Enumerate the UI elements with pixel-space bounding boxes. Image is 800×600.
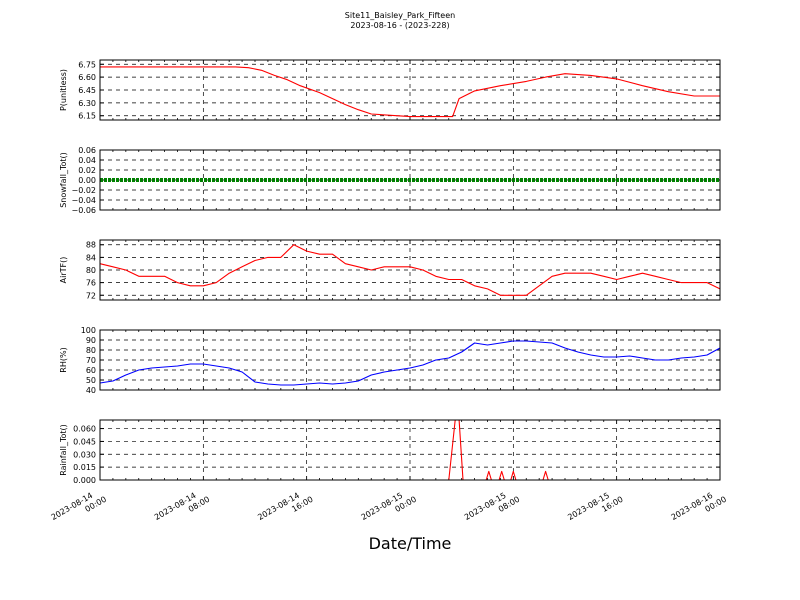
y-axis-label: P(unitless) <box>59 69 68 111</box>
x-tick-label: 2023-08-1516:00 <box>566 486 624 531</box>
y-tick-label: −0.06 <box>71 206 96 215</box>
plot-frame <box>99 59 721 121</box>
y-tick-label: 80 <box>86 266 96 275</box>
y-tick-label: 100 <box>81 326 96 335</box>
y-tick-label: 70 <box>86 356 96 365</box>
plot-frame <box>99 329 721 391</box>
y-tick-label: 0.045 <box>73 437 96 446</box>
plot-frame <box>99 239 721 301</box>
y-tick-label: 0.06 <box>78 146 96 155</box>
x-tick-label: 2023-08-1416:00 <box>256 486 314 531</box>
y-tick-label: 0.04 <box>78 156 96 165</box>
y-tick-label: 6.45 <box>78 86 96 95</box>
y-tick-label: −0.04 <box>71 196 96 205</box>
y-tick-label: 6.30 <box>78 99 96 108</box>
series-line-3 <box>99 340 721 386</box>
y-tick-label: 0.02 <box>78 166 96 175</box>
y-tick-label: 40 <box>86 386 96 395</box>
x-tick-label: 2023-08-1500:00 <box>360 486 418 531</box>
series-line-0 <box>100 66 720 118</box>
y-tick-label: 88 <box>86 241 96 250</box>
plot-frame <box>99 149 721 211</box>
y-tick-label: 50 <box>86 376 96 385</box>
chart-subtitle: 2023-08-16 - (2023-228) <box>350 21 450 30</box>
y-axis-label: Rainfall_Tot() <box>59 424 68 476</box>
x-tick-label: 2023-08-1400:00 <box>50 486 108 531</box>
y-tick-label: 0.015 <box>73 463 96 472</box>
y-tick-label: 0.030 <box>73 450 96 459</box>
y-tick-label: 90 <box>86 336 96 345</box>
x-tick-label: 2023-08-1600:00 <box>670 486 728 531</box>
series-line-2 <box>99 244 721 296</box>
x-axis-label: Date/Time <box>368 534 452 553</box>
y-tick-label: 0.060 <box>73 425 96 434</box>
y-tick-label: −0.02 <box>71 186 96 195</box>
y-axis-label: RH(%) <box>59 347 68 372</box>
y-tick-label: 0.00 <box>78 176 96 185</box>
chart-title: Site11_Baisley_Park_Fifteen <box>344 11 456 20</box>
y-tick-label: 6.60 <box>78 73 96 82</box>
y-tick-label: 76 <box>86 279 96 288</box>
y-tick-label: 6.15 <box>78 112 96 121</box>
y-tick-label: 0.000 <box>73 476 96 485</box>
y-axis-label: AirTF() <box>59 257 68 284</box>
y-tick-label: 72 <box>86 291 96 300</box>
y-tick-label: 80 <box>86 346 96 355</box>
x-tick-label: 2023-08-1408:00 <box>153 486 211 531</box>
y-tick-label: 84 <box>86 253 96 262</box>
y-axis-label: Snowfall_Tot() <box>59 152 68 208</box>
plot-frame <box>99 419 721 481</box>
x-tick-label: 2023-08-1508:00 <box>463 486 521 531</box>
y-tick-label: 6.75 <box>78 60 96 69</box>
y-tick-label: 60 <box>86 366 96 375</box>
